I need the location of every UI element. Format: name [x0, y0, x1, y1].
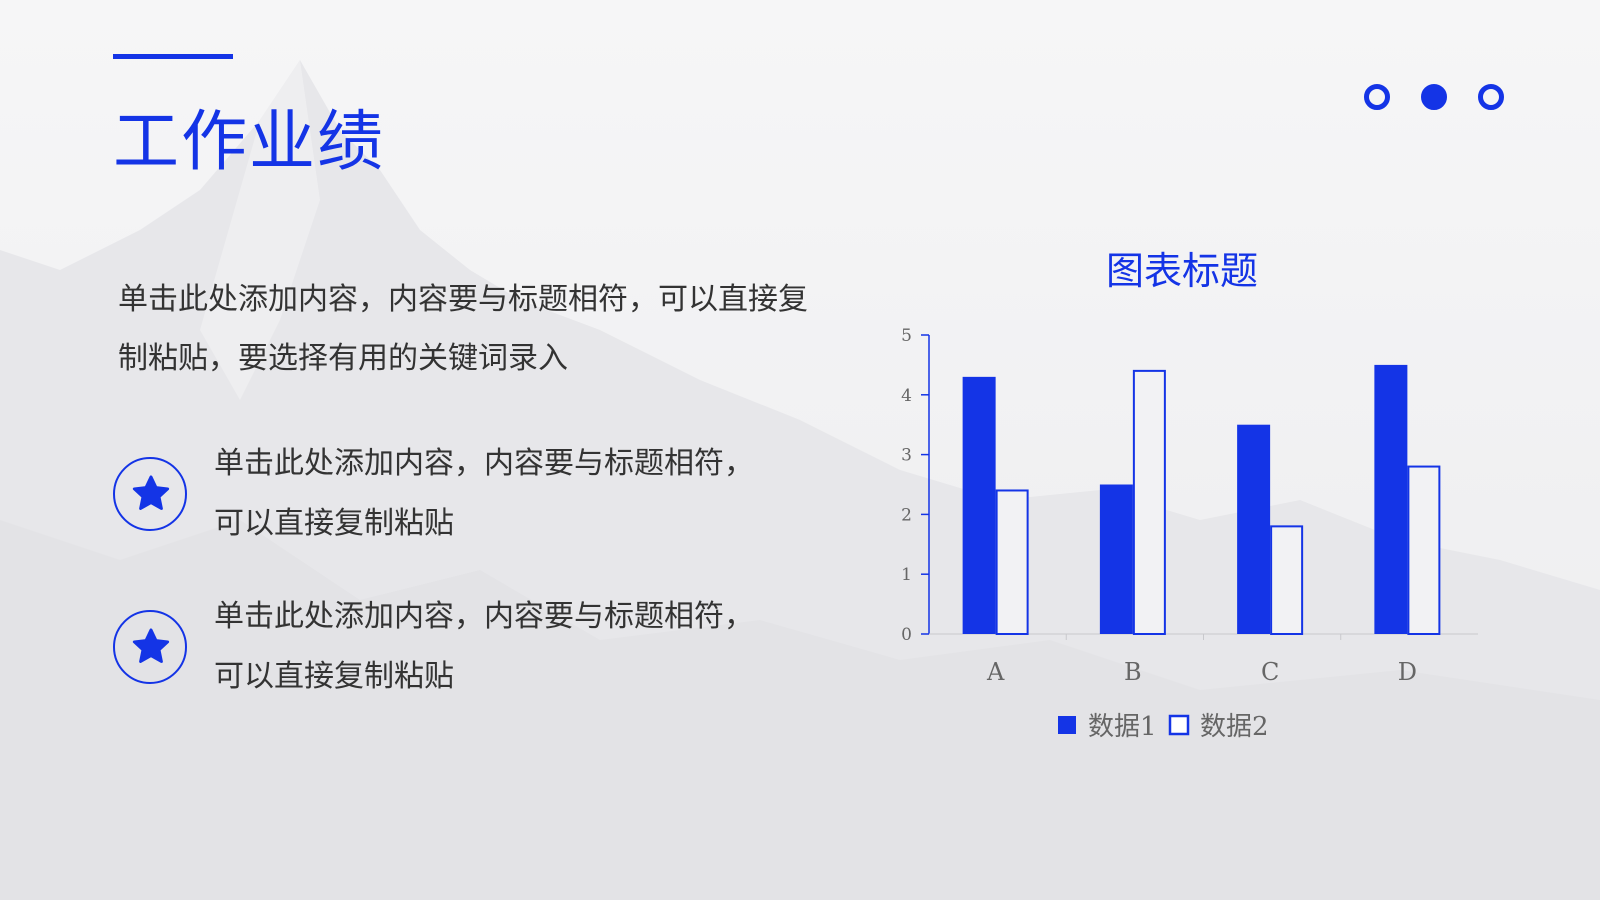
star-badge — [113, 610, 187, 684]
x-tick-label: A — [986, 658, 1005, 686]
star-icon — [132, 628, 170, 663]
y-tick-label: 2 — [901, 505, 912, 525]
y-tick-label: 4 — [901, 386, 912, 406]
chart-title: 图表标题 — [1106, 249, 1258, 293]
bar-C-series1 — [1237, 424, 1271, 634]
legend-label-series1: 数据1 — [1088, 712, 1157, 742]
bar-D-series1 — [1374, 364, 1408, 634]
y-tick-label: 0 — [901, 625, 912, 645]
legend-label-series2: 数据2 — [1200, 712, 1269, 742]
bar-A-series2 — [995, 489, 1029, 635]
pager-dot-active — [1421, 84, 1447, 110]
intro-text: 单击此处添加内容，内容要与标题相符，可以直接复制粘贴，要选择有用的关键词录入 — [118, 282, 808, 376]
star-badge — [113, 457, 187, 531]
bullet-point: 单击此处添加内容，内容要与标题相符，可以直接复制粘贴 — [113, 599, 813, 729]
bar-D-series2 — [1407, 465, 1441, 635]
y-tick-label: 3 — [901, 446, 912, 466]
bar-B-series1 — [1099, 484, 1133, 634]
legend-swatch-series1 — [1058, 716, 1076, 734]
bar-C-series2 — [1270, 525, 1304, 635]
x-tick-label: B — [1124, 658, 1142, 686]
bar-chart: 图表标题 0 1 2 3 4 5 A B C D 数据1 数据2 — [901, 249, 1478, 742]
star-icon — [132, 475, 170, 510]
x-tick-label: D — [1398, 658, 1417, 686]
bullet-text: 单击此处添加内容，内容要与标题相符，可以直接复制粘贴 — [214, 599, 754, 694]
bar-B-series2 — [1132, 369, 1166, 635]
x-tick-label: C — [1261, 658, 1279, 686]
pager-dot — [1478, 84, 1504, 110]
legend-swatch-series2 — [1168, 714, 1190, 736]
page-title: 工作业绩 — [113, 103, 385, 180]
bar-A-series1 — [962, 376, 996, 634]
y-tick-label: 5 — [901, 326, 912, 346]
bullet-point: 单击此处添加内容，内容要与标题相符，可以直接复制粘贴 — [113, 446, 813, 576]
bullet-text: 单击此处添加内容，内容要与标题相符，可以直接复制粘贴 — [214, 446, 754, 541]
pager-dots — [1364, 84, 1514, 118]
y-tick-label: 1 — [901, 565, 912, 585]
pager-dot — [1364, 84, 1390, 110]
title-accent-line — [113, 54, 233, 59]
